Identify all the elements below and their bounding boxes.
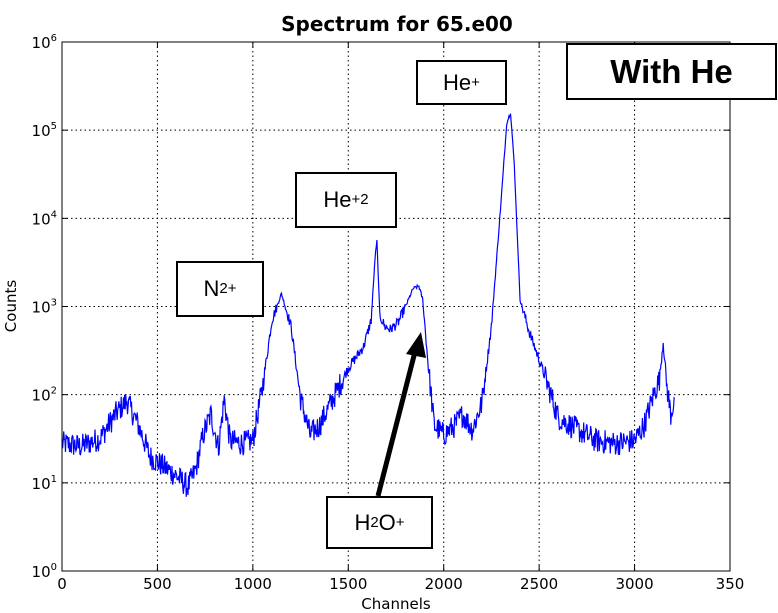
he-plus2-label: He +2 [295,172,397,228]
n2-plus-label: N 2 + [176,261,264,317]
y-tick-label: 103 [32,298,57,317]
x-tick-label: 2000 [425,575,463,593]
y-tick-label: 102 [32,386,57,405]
with-he-callout: With He [566,43,777,100]
h2o-arrow [375,343,420,497]
y-tick-label: 106 [32,33,57,52]
y-tick-label: 101 [32,474,57,493]
he-plus-label: He + [416,60,507,105]
x-tick-label: 1500 [329,575,367,593]
x-axis-label: Channels [361,595,431,613]
n2-plus-base: N [203,276,220,301]
y-tick-label: 105 [32,121,57,140]
x-tick-label: 350 [716,575,745,593]
x-tick-label: 0 [57,575,67,593]
grid-lines [62,42,730,571]
axis-ticks: 0 500 1000 1500 2000 2500 3000 350 100 101 102 103 1… [32,33,745,593]
y-axis-label: Counts [2,280,20,333]
he-plus-base: He [443,69,472,95]
x-tick-label: 2500 [520,575,558,593]
h2o-plus-label: H 2 O + [326,496,433,549]
h2o-plus-tail: O [378,509,396,535]
y-tick-label: 100 [32,562,57,581]
x-tick-label: 3000 [615,575,653,593]
x-tick-label: 500 [143,575,172,593]
h2o-plus-base: H [354,509,371,535]
x-tick-label: 1000 [234,575,272,593]
he-plus2-base: He [323,187,352,212]
spectrum-series-line [61,113,676,497]
y-tick-label: 104 [32,209,57,228]
with-he-text: With He [610,52,733,90]
h2o-arrow-head [406,332,426,358]
chart-title: Spectrum for 65.e00 [281,12,513,36]
series-layer [61,113,676,497]
